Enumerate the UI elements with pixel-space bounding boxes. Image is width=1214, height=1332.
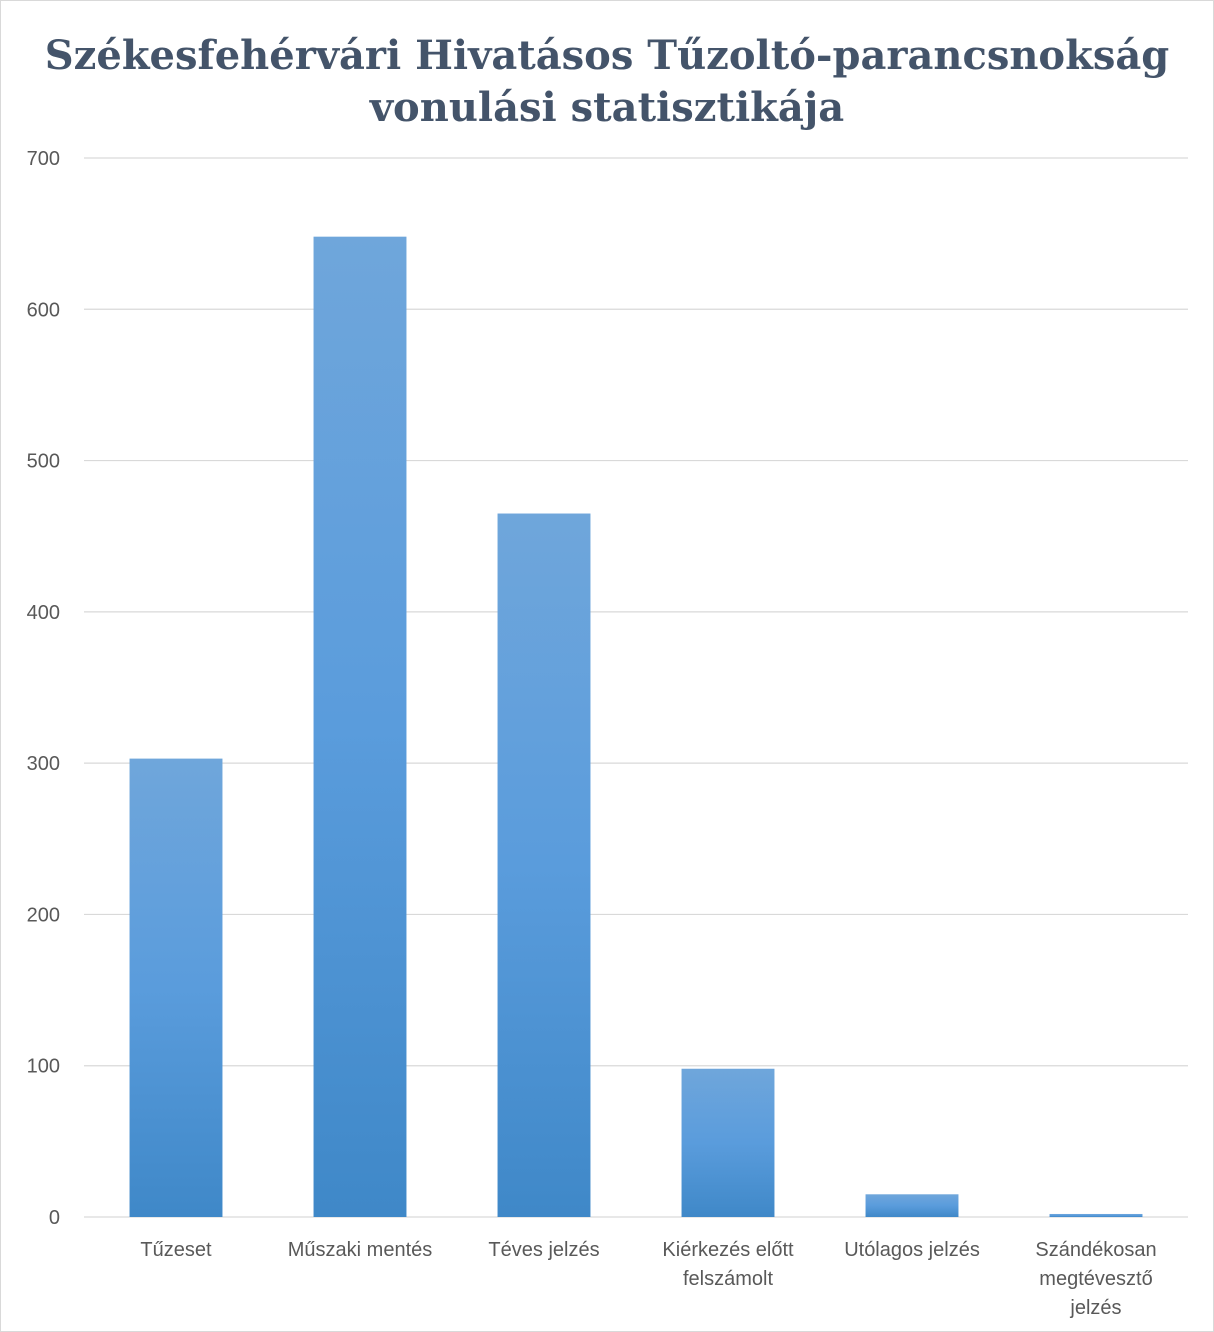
y-tick-label: 200: [27, 904, 60, 926]
x-category-label: jelzés: [1069, 1297, 1121, 1319]
x-category-label: Utólagos jelzés: [844, 1239, 980, 1261]
x-category-label: Kiérkezés előtt: [662, 1239, 794, 1261]
chart-title: Székesfehérvári Hivatásos Tűzoltó-paranc…: [0, 30, 1214, 134]
chart-title-line-2: vonulási statisztikája: [369, 84, 845, 131]
y-tick-label: 500: [27, 451, 60, 473]
chart-title-line-1: Székesfehérvári Hivatásos Tűzoltó-paranc…: [44, 32, 1170, 79]
x-category-label: Szándékosan: [1035, 1239, 1156, 1261]
bar: [313, 236, 407, 1217]
y-tick-label: 400: [27, 602, 60, 624]
y-tick-label: 0: [49, 1207, 60, 1229]
y-tick-label: 600: [27, 299, 60, 321]
y-axis: 0 100 200 300 400 500 600 700: [27, 148, 60, 1229]
bar: [129, 758, 223, 1217]
x-category-label: Műszaki mentés: [288, 1239, 433, 1261]
x-category-label: Tűzeset: [140, 1239, 212, 1261]
gridlines: [84, 157, 1188, 1218]
x-category-label: megtévesztő: [1039, 1268, 1152, 1290]
y-tick-label: 300: [27, 753, 60, 775]
x-axis: Tűzeset Műszaki mentés Téves jelzés Kiérkez…: [140, 1239, 1156, 1319]
bar: [865, 1194, 959, 1217]
bar: [1049, 1213, 1143, 1217]
y-tick-label: 700: [27, 148, 60, 170]
x-category-label: felszámolt: [683, 1268, 773, 1290]
bars: [129, 236, 1143, 1217]
y-tick-label: 100: [27, 1056, 60, 1078]
bar: [497, 513, 591, 1217]
x-category-label: Téves jelzés: [488, 1239, 599, 1261]
bar: [681, 1068, 775, 1217]
